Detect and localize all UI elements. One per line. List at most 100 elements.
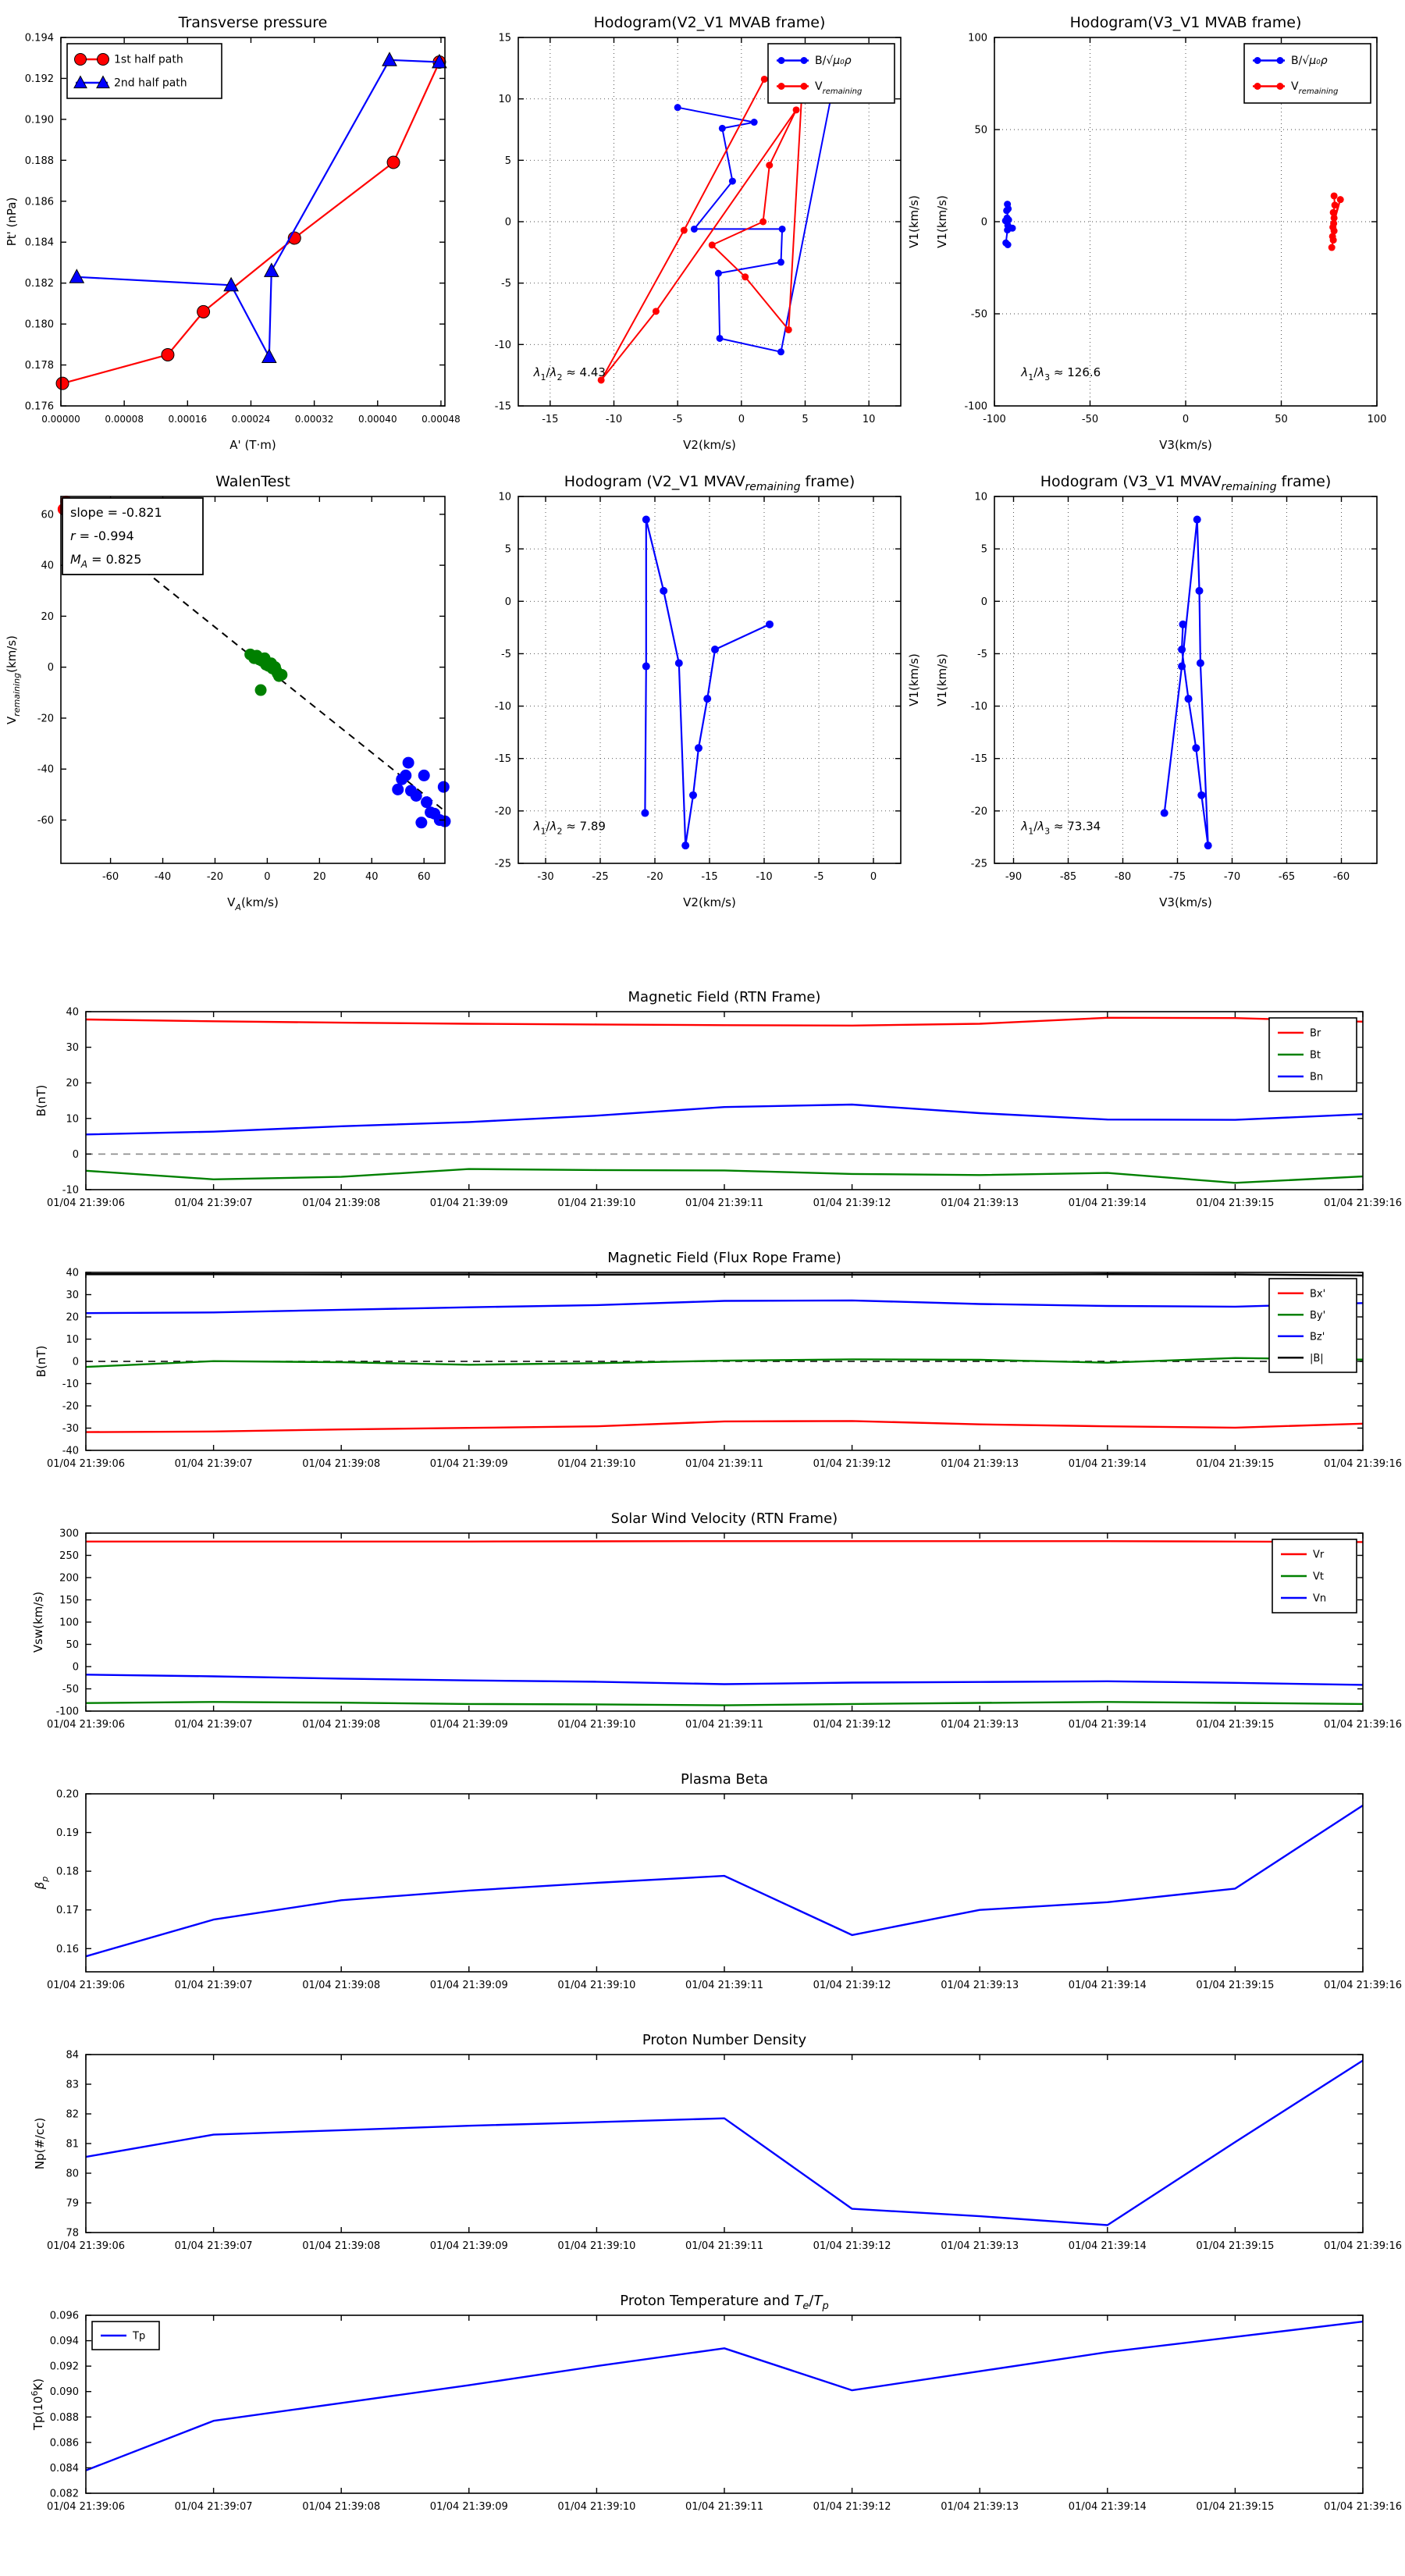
svg-text:20: 20 — [313, 871, 326, 883]
svg-text:-65: -65 — [1279, 871, 1295, 883]
svg-text:-15: -15 — [701, 871, 717, 883]
hodogram-v2v1-mvav-V-marker — [660, 586, 668, 595]
proton-number-density-series-Np — [85, 2059, 1364, 2226]
svg-text:-50: -50 — [62, 1684, 79, 1695]
proton-temperature-title: Proton Temperature and Te/Tp — [620, 2293, 828, 2312]
transverse-pressure-axes-frame — [60, 37, 446, 407]
svg-text:01/04 21:39:12: 01/04 21:39:12 — [813, 1197, 891, 1209]
hodogram-v3v1-mvab-Vremaining-marker — [1331, 201, 1339, 209]
chart-plasma-beta: 01/04 21:39:06 01/04 21:39:07 01/04 21:39:… — [22, 1759, 1402, 2020]
svg-text:-40: -40 — [155, 871, 171, 883]
walen-test-ylabel: Vremaining(km/s) — [5, 635, 22, 724]
svg-text:15: 15 — [498, 33, 511, 44]
svg-text:01/04 21:39:13: 01/04 21:39:13 — [941, 2240, 1019, 2252]
svg-text:0.176: 0.176 — [25, 401, 54, 413]
hodogram-v2v1-mvab-legend-marker — [800, 57, 808, 64]
svg-text:0: 0 — [870, 871, 877, 883]
solar-wind-velocity-series-Vt — [85, 1701, 1364, 1706]
hodogram-v2v1-mvab-legend-marker — [800, 83, 808, 90]
proton-temperature-legend-label: Tp — [132, 2331, 145, 2343]
svg-text:01/04 21:39:16: 01/04 21:39:16 — [1324, 1458, 1402, 1470]
solar-wind-velocity-legend-label: Vn — [1313, 1593, 1326, 1605]
hodogram-v2v1-mvab-Vremaining-marker — [680, 226, 688, 234]
svg-text:-30: -30 — [537, 871, 553, 883]
hodogram-v3v1-mvav-axes-frame — [994, 496, 1378, 864]
svg-text:01/04 21:39:06: 01/04 21:39:06 — [47, 2501, 125, 2513]
hodogram-v3v1-mvab-Vremaining-marker — [1330, 192, 1338, 200]
hodogram-v2v1-mvab-B-marker — [777, 348, 784, 356]
svg-text:-15: -15 — [495, 753, 511, 765]
hodogram-v2v1-mvav-V-marker — [642, 662, 650, 671]
hodogram-v3v1-mvab-Vremaining-marker — [1328, 244, 1336, 251]
magnetic-field-rtn-legend-label: Br — [1310, 1028, 1321, 1040]
svg-text:-20: -20 — [62, 1401, 79, 1413]
hodogram-v2v1-mvab-svg: -15 -10 -5 0 5 10 -15 -10 -5 0 5 10 15 Hodogram(V2_V1… — [495, 14, 921, 452]
hodogram-v3v1-mvav-annotation: λ1/λ3 ≈ 73.34 — [1020, 820, 1101, 837]
hodogram-v2v1-mvab-B-marker — [690, 225, 698, 233]
svg-text:-5: -5 — [977, 649, 987, 660]
svg-text:01/04 21:39:06: 01/04 21:39:06 — [47, 2240, 125, 2252]
transverse-pressure-ylabel: Pt' (nPa) — [5, 197, 19, 247]
svg-text:100: 100 — [968, 33, 987, 44]
svg-text:81: 81 — [66, 2139, 79, 2151]
solar-wind-velocity-ylabel: Vsw(km/s) — [31, 1592, 45, 1653]
solar-wind-velocity-series-Vr — [86, 1540, 1364, 1543]
chart-hodogram-v2v1-mvab: -15 -10 -5 0 5 10 -15 -10 -5 0 5 10 15 Hodogram(V2_V1… — [462, 9, 927, 468]
svg-text:-80: -80 — [1115, 871, 1131, 883]
svg-text:0.194: 0.194 — [25, 33, 54, 44]
proton-number-density-ylabel: Np(#/cc) — [33, 2118, 47, 2170]
hodogram-v2v1-mvab-Vremaining-marker — [792, 106, 800, 114]
walen-test-blue-cluster-marker — [392, 783, 404, 795]
plasma-beta-svg: 01/04 21:39:06 01/04 21:39:07 01/04 21:39:… — [33, 1771, 1402, 1991]
svg-text:0: 0 — [738, 414, 745, 425]
svg-text:5: 5 — [505, 155, 511, 167]
hodogram-v2v1-mvav-V-marker — [689, 791, 697, 799]
svg-text:01/04 21:39:15: 01/04 21:39:15 — [1196, 1719, 1274, 1731]
svg-text:0.00032: 0.00032 — [295, 414, 334, 425]
svg-text:78: 78 — [66, 2228, 79, 2240]
hodogram-v2v1-mvav-V-marker — [703, 695, 712, 703]
svg-text:0.094: 0.094 — [50, 2336, 79, 2347]
magnetic-field-flux-rope-series-By' — [85, 1357, 1364, 1368]
svg-text:40: 40 — [41, 560, 54, 572]
transverse-pressure-1st half path-marker — [386, 155, 400, 169]
svg-text:01/04 21:39:06: 01/04 21:39:06 — [47, 1197, 125, 1209]
svg-text:0.086: 0.086 — [50, 2437, 79, 2449]
svg-text:-85: -85 — [1060, 871, 1076, 883]
svg-text:50: 50 — [974, 125, 987, 137]
svg-text:01/04 21:39:14: 01/04 21:39:14 — [1069, 2501, 1147, 2513]
svg-text:-60: -60 — [102, 871, 119, 883]
svg-text:-10: -10 — [606, 414, 622, 425]
svg-text:0.00040: 0.00040 — [358, 414, 397, 425]
svg-text:-100: -100 — [964, 401, 987, 413]
svg-text:0.20: 0.20 — [56, 1789, 79, 1801]
hodogram-v3v1-mvab-Vremaining-marker — [1330, 214, 1338, 222]
svg-text:-10: -10 — [62, 1185, 79, 1197]
transverse-pressure-series-2nd half path — [76, 59, 439, 358]
svg-text:-15: -15 — [971, 753, 987, 765]
magnetic-field-rtn-legend-label: Bt — [1310, 1050, 1321, 1062]
svg-text:40: 40 — [365, 871, 379, 883]
svg-text:01/04 21:39:16: 01/04 21:39:16 — [1324, 1980, 1402, 1991]
svg-text:01/04 21:39:14: 01/04 21:39:14 — [1069, 1197, 1147, 1209]
svg-text:-40: -40 — [62, 1446, 79, 1457]
hodogram-v3v1-mvav-V-marker — [1195, 586, 1204, 595]
svg-text:-10: -10 — [495, 340, 511, 351]
hodogram-v3v1-mvab-Vremaining-marker — [1330, 227, 1338, 235]
svg-text:-20: -20 — [971, 806, 987, 817]
svg-text:20: 20 — [66, 1312, 79, 1324]
plasma-beta-title: Plasma Beta — [681, 1771, 768, 1788]
svg-text:20: 20 — [66, 1078, 79, 1090]
svg-text:-60: -60 — [1333, 871, 1350, 883]
hodogram-v3v1-mvav-V-marker — [1193, 515, 1201, 524]
svg-text:0.182: 0.182 — [25, 278, 54, 290]
svg-text:01/04 21:39:13: 01/04 21:39:13 — [941, 1458, 1019, 1470]
proton-number-density-title: Proton Number Density — [642, 2032, 807, 2048]
magnetic-field-rtn-axes-frame — [85, 1011, 1364, 1190]
svg-text:0.00008: 0.00008 — [105, 414, 144, 425]
hodogram-v3v1-mvav-title: Hodogram (V3_V1 MVAVremaining frame) — [1040, 473, 1332, 493]
svg-text:0.00024: 0.00024 — [232, 414, 271, 425]
hodogram-v2v1-mvab-B-marker — [718, 124, 726, 132]
svg-text:01/04 21:39:14: 01/04 21:39:14 — [1069, 1458, 1147, 1470]
svg-text:150: 150 — [59, 1595, 79, 1606]
